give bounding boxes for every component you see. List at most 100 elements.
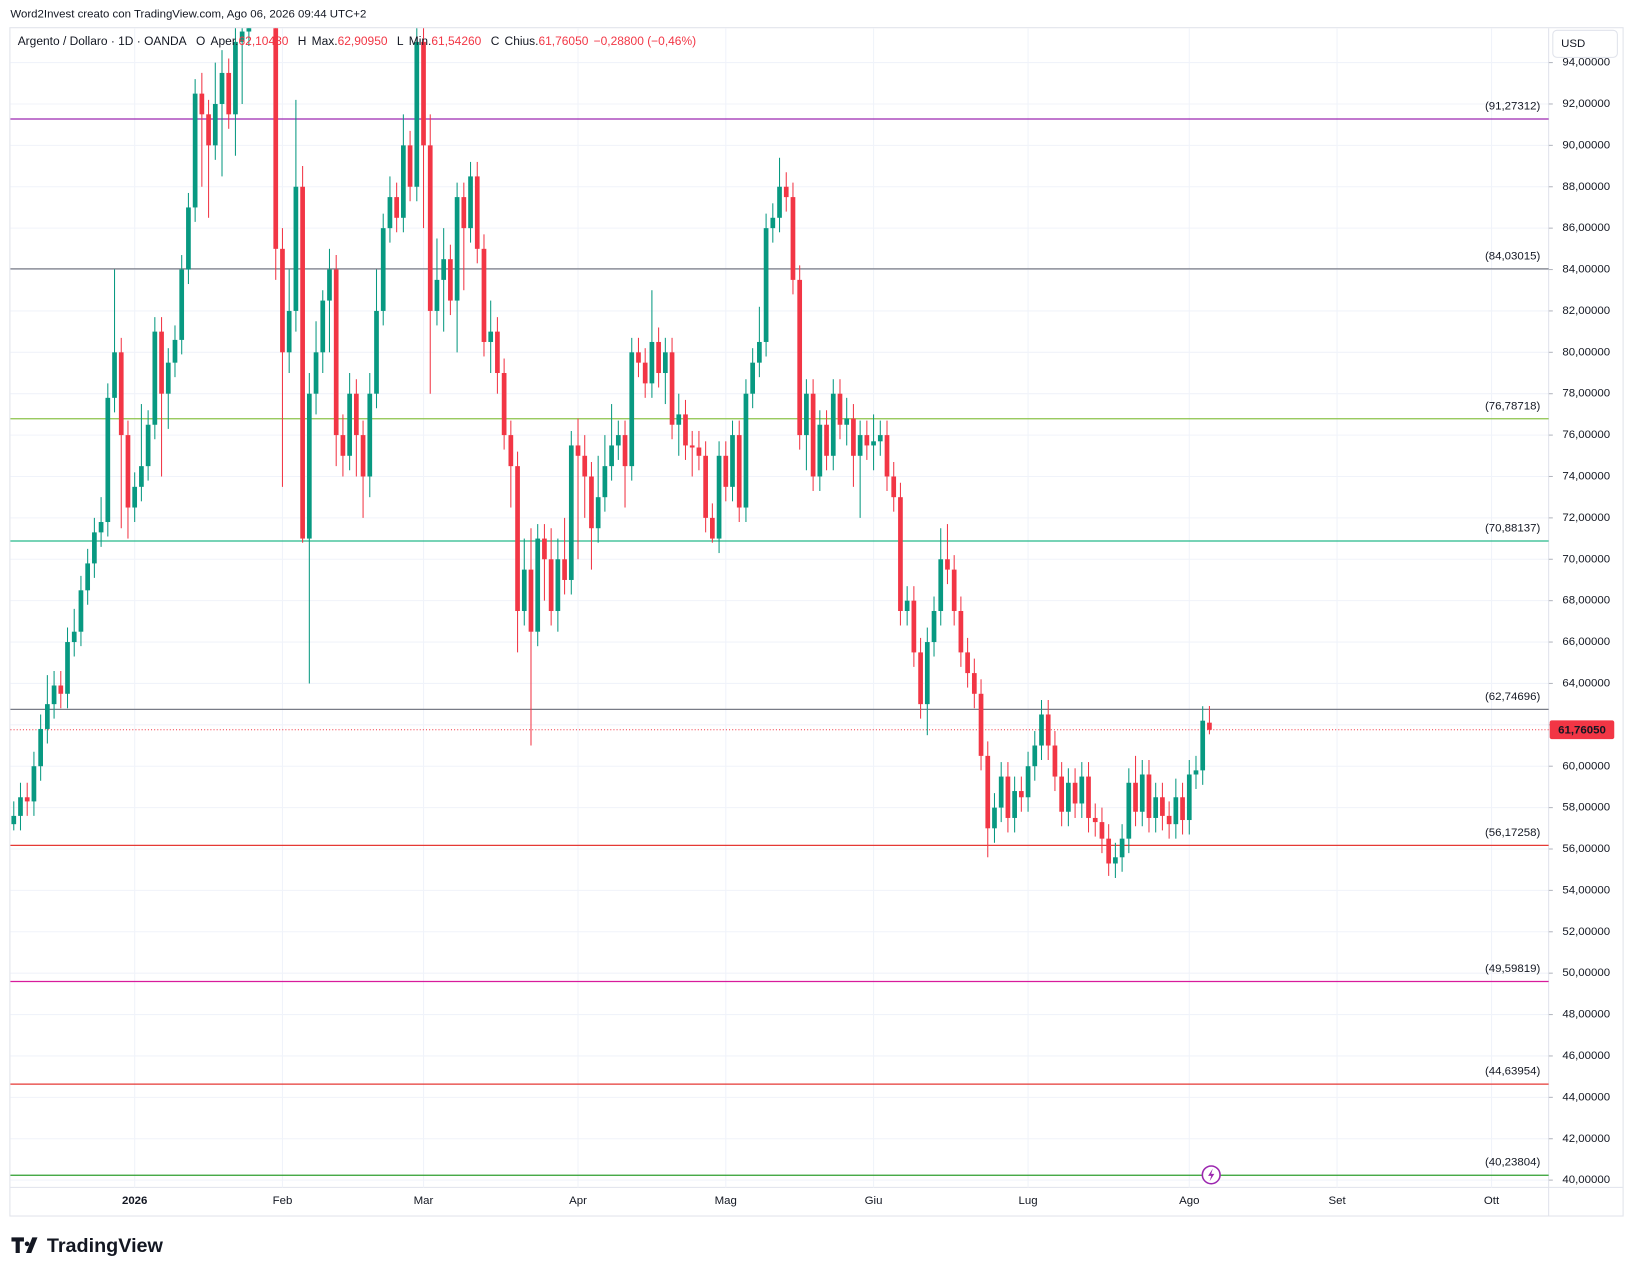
level-label: (49,59819)	[1485, 963, 1541, 975]
candle-body	[360, 435, 366, 477]
candle-body	[971, 673, 977, 694]
candle-body	[783, 186, 789, 198]
candle-body	[434, 279, 440, 311]
candle-body	[85, 563, 91, 591]
y-tick-label: 68,00000	[1562, 595, 1610, 607]
y-tick-label: 86,00000	[1562, 222, 1610, 234]
candle-body	[810, 393, 816, 477]
axes: 40,00000 42,00000 44,00000 46,00000 48,00000…	[122, 57, 1615, 1207]
candle-body	[105, 397, 111, 523]
candle-body	[1012, 791, 1017, 818]
candle-body	[911, 600, 917, 653]
candle-body	[1166, 815, 1172, 825]
candle-body	[1045, 714, 1051, 746]
candle-body	[474, 176, 480, 249]
candle-body	[763, 228, 769, 342]
candle-body	[589, 476, 594, 529]
candle-body	[824, 424, 829, 456]
candle-body	[1018, 791, 1024, 798]
candle-body	[904, 600, 910, 612]
candle-body	[112, 352, 117, 398]
level-label: (70,88137)	[1485, 523, 1541, 535]
legend-value: 62,10480	[239, 34, 289, 48]
header: Word2Invest creato con TradingView.com, …	[10, 9, 366, 21]
alert-icon[interactable]	[1201, 1165, 1221, 1185]
y-tick-label: 88,00000	[1562, 181, 1610, 193]
candle-body	[501, 373, 507, 436]
y-tick-label: 46,00000	[1562, 1050, 1610, 1062]
candle-body	[1072, 782, 1078, 804]
candle-body	[414, 41, 420, 187]
x-tick-label: Ott	[1484, 1195, 1500, 1207]
candle-body	[716, 455, 722, 539]
candle-body	[78, 590, 84, 632]
candle-body	[1160, 797, 1165, 816]
y-tick-label: 76,00000	[1562, 429, 1610, 441]
candle-body	[730, 435, 735, 487]
legend-value: 62,90950	[338, 34, 388, 48]
frame	[9, 27, 1624, 1217]
y-tick-label: 50,00000	[1562, 967, 1610, 979]
candle-body	[11, 815, 17, 825]
legend-value: 61,76050	[538, 34, 588, 48]
candle-body	[548, 559, 554, 612]
x-tick-label: Apr	[569, 1195, 587, 1207]
candle-body	[401, 145, 406, 218]
brand-mark	[11, 1237, 38, 1253]
y-tick-label: 92,00000	[1562, 98, 1610, 110]
candle-body	[293, 186, 299, 311]
candle-body	[871, 441, 876, 446]
candle-body	[1059, 776, 1064, 812]
legend-name: Chius.	[505, 34, 539, 48]
candle-body	[1173, 797, 1179, 825]
y-tick-label: 72,00000	[1562, 512, 1610, 524]
y-tick-label: 48,00000	[1562, 1009, 1610, 1021]
candle-body	[669, 352, 675, 425]
legend-name: Aper.	[211, 34, 239, 48]
candle-body	[172, 339, 178, 363]
candle-body	[1139, 774, 1145, 812]
candle-body	[65, 642, 70, 694]
candle-body	[246, 28, 252, 32]
y-tick-label: 44,00000	[1562, 1091, 1610, 1103]
candle-body	[374, 310, 379, 394]
candle-body	[750, 362, 756, 394]
candle-body	[542, 538, 547, 560]
y-tick-label: 84,00000	[1562, 264, 1610, 276]
candle-body	[51, 685, 57, 705]
candle-body	[427, 145, 433, 311]
legend-key: C	[491, 34, 500, 48]
candle-body	[1106, 838, 1112, 864]
candle-body	[461, 197, 467, 229]
candle-body	[1193, 770, 1199, 775]
level-label: (44,63954)	[1485, 1066, 1541, 1078]
legend-name: Max.	[312, 34, 338, 48]
candle-body	[622, 435, 628, 467]
candle-body	[877, 435, 883, 442]
candle-body	[951, 569, 957, 612]
candle-body	[609, 445, 614, 467]
candle-body	[696, 447, 702, 456]
candle-body	[743, 393, 749, 508]
brand-logo: TradingView	[11, 1235, 164, 1257]
candle-body	[226, 72, 232, 115]
candle-body	[192, 93, 198, 208]
candle-body	[998, 776, 1004, 808]
candle-body	[1086, 776, 1091, 818]
candle-body	[689, 445, 695, 448]
candle-body	[45, 704, 50, 729]
candle-body	[481, 248, 487, 342]
candle-body	[273, 28, 279, 249]
y-tick-label: 94,00000	[1562, 57, 1610, 69]
candle-body	[24, 797, 30, 802]
candle-body	[535, 538, 541, 632]
candle-body	[1039, 714, 1044, 746]
level-label: (56,17258)	[1485, 827, 1541, 839]
currency-button[interactable]	[1552, 29, 1618, 58]
currency[interactable]: USD	[1561, 38, 1585, 50]
candle-body	[1025, 766, 1031, 798]
candle-body	[1200, 720, 1206, 771]
candle-body	[159, 331, 164, 394]
y-tick-label: 52,00000	[1562, 926, 1610, 938]
